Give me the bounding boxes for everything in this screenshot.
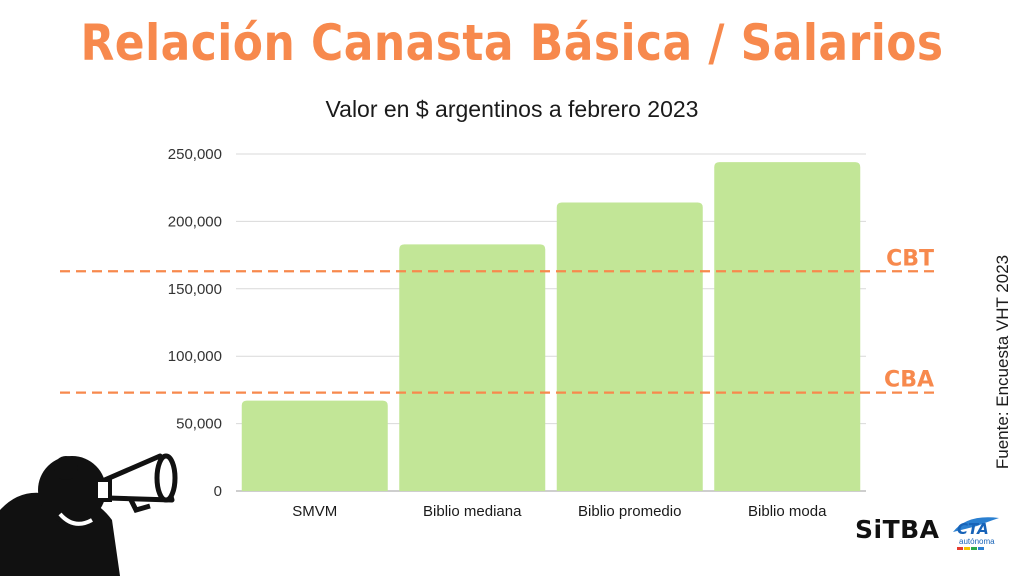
bar (556, 202, 703, 491)
chart-title: Relación Canasta Básica / Salarios (80, 14, 944, 72)
sitba-logo: SiTBA (855, 515, 940, 544)
y-tick-label: 0 (214, 483, 222, 500)
chart-subtitle: Valor en $ argentinos a febrero 2023 (325, 96, 699, 122)
bar (241, 400, 388, 491)
source-note: Fuente: Encuesta VHT 2023 (993, 254, 1012, 470)
cta-logo-text: CTA (957, 520, 989, 538)
bar (714, 162, 861, 491)
cta-logo-subtext: autónoma (959, 537, 995, 546)
x-tick-label: Biblio mediana (423, 503, 522, 520)
reference-line-label: CBT (886, 246, 934, 271)
bar (399, 244, 546, 491)
y-tick-label: 150,000 (168, 281, 222, 298)
megaphone-person-icon (0, 453, 178, 576)
reference-line-label: CBA (884, 368, 934, 393)
x-tick-label: SMVM (292, 503, 337, 520)
x-tick-label: Biblio promedio (578, 503, 681, 520)
y-tick-label: 200,000 (168, 213, 222, 230)
y-tick-label: 50,000 (176, 416, 222, 433)
x-tick-label: Biblio moda (748, 503, 827, 520)
y-tick-label: 100,000 (168, 348, 222, 365)
y-tick-label: 250,000 (168, 146, 222, 163)
cta-logo-icon: CTA autónoma (953, 517, 999, 550)
